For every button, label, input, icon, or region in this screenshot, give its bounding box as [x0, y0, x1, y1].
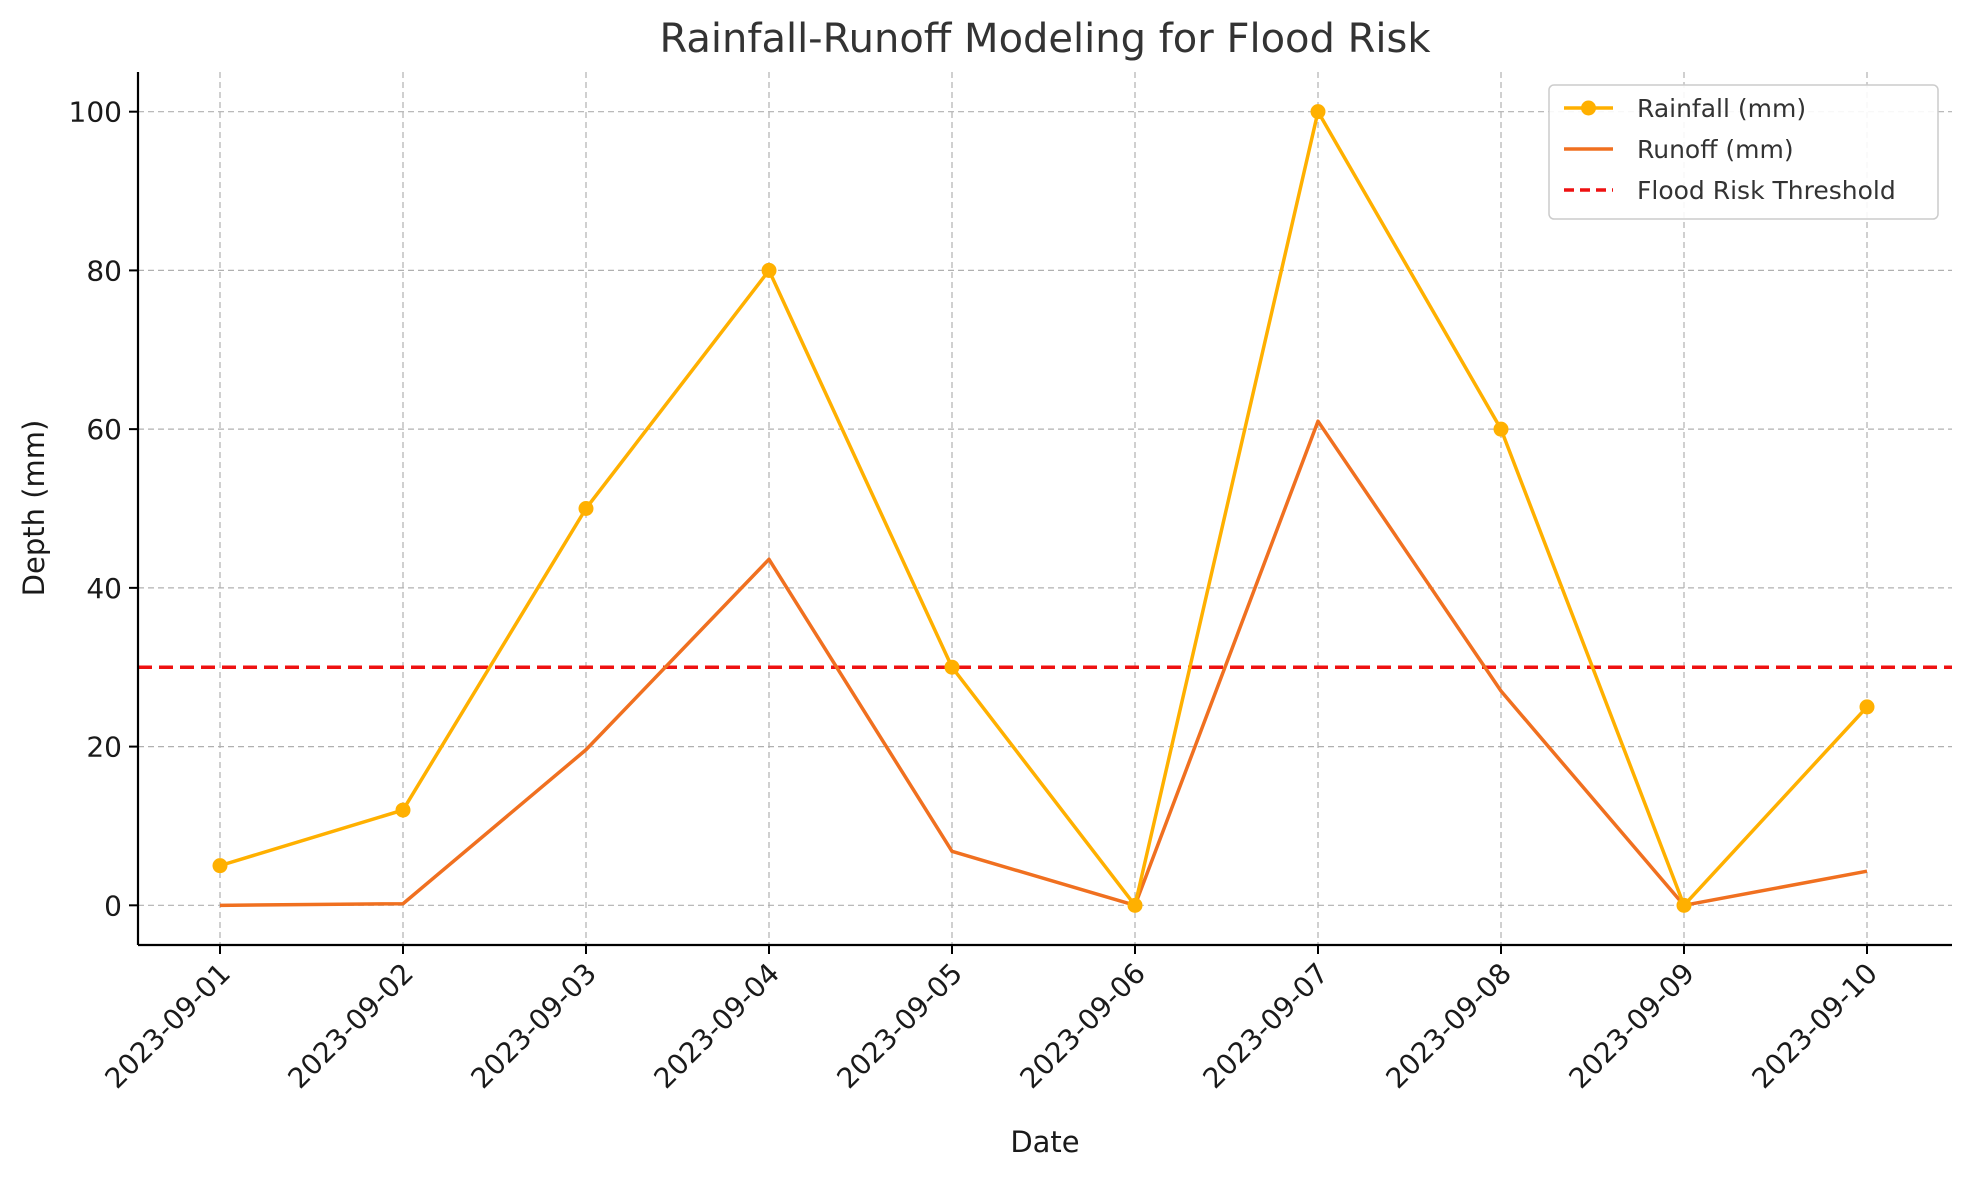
series-layer: [138, 104, 1952, 913]
x-tick-label: 2023-09-02: [282, 957, 420, 1095]
rainfall-point: [1859, 699, 1875, 715]
y-tick-label: 80: [86, 254, 122, 287]
x-tick-label: 2023-09-03: [465, 957, 603, 1095]
x-tick-label: 2023-09-08: [1380, 957, 1518, 1095]
y-tick-label: 40: [86, 572, 122, 605]
axes: [129, 72, 1952, 954]
rainfall-point: [212, 858, 228, 874]
x-axis-title: Date: [1010, 1125, 1079, 1159]
y-axis-title: Depth (mm): [17, 420, 51, 597]
legend-marker-rainfall: [1581, 100, 1596, 116]
rainfall-point: [395, 802, 411, 818]
runoff-line: [219, 419, 1868, 908]
rainfall-point: [761, 262, 777, 278]
rainfall-point: [944, 659, 960, 675]
x-tick-label: 2023-09-01: [99, 957, 237, 1095]
legend: Rainfall (mm) Runoff (mm) Flood Risk Thres…: [1548, 84, 1939, 220]
x-tick-label: 2023-09-09: [1563, 957, 1701, 1095]
y-tick-label: 60: [86, 413, 122, 446]
rainfall-line: [219, 109, 1869, 908]
chart-title: Rainfall-Runoff Modeling for Flood Risk: [659, 16, 1431, 62]
legend-label-rainfall: Rainfall (mm): [1637, 94, 1806, 123]
rainfall-point: [1127, 897, 1143, 913]
y-tick-label: 20: [86, 731, 122, 764]
legend-box: [1548, 84, 1939, 220]
x-tick-label: 2023-09-04: [648, 957, 786, 1095]
y-tick-label: 0: [104, 889, 122, 922]
legend-label-runoff: Runoff (mm): [1637, 135, 1794, 164]
rainfall-point: [1493, 421, 1509, 437]
x-tick-label: 2023-09-05: [831, 957, 969, 1095]
rainfall-point: [578, 501, 594, 516]
rainfall-point: [1310, 104, 1326, 120]
x-tick-label: 2023-09-06: [1014, 957, 1152, 1095]
y-tick-label: 100: [69, 96, 122, 129]
x-tick-label: 2023-09-10: [1746, 957, 1884, 1095]
x-tick-label: 2023-09-07: [1197, 957, 1335, 1095]
legend-label-threshold: Flood Risk Threshold: [1637, 176, 1896, 205]
rainfall-point: [1676, 897, 1692, 913]
